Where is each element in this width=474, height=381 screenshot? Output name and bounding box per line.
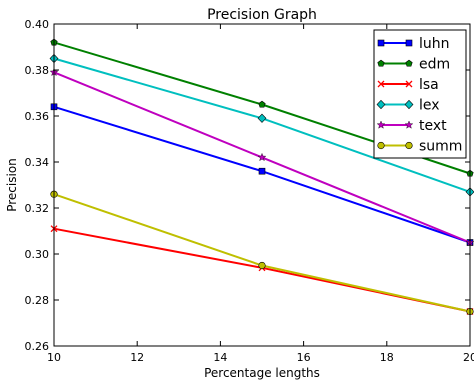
legend-label: luhn: [419, 36, 450, 52]
ticks-layer: 10 12 14 16 18 20 0.26 0.28 0.30 0.32 0.34 0.36 0.38…: [25, 18, 474, 364]
data-point-text: [257, 152, 267, 162]
legend-marker: [377, 39, 385, 47]
y-tick-label: 0.26: [25, 340, 50, 353]
y-tick-label: 0.36: [25, 110, 50, 123]
chart-title: Precision Graph: [207, 7, 317, 23]
y-axis-label: Precision: [5, 158, 19, 212]
x-tick-label: 20: [463, 351, 474, 364]
legend-entry-summ: summ: [377, 139, 462, 155]
legend-marker: [376, 120, 386, 129]
legend-entry-luhn: luhn: [377, 36, 450, 52]
legend-marker: [405, 80, 413, 88]
series-line-summ: [53, 193, 471, 313]
x-tick-label: 12: [130, 351, 144, 364]
legend-marker: [377, 80, 385, 88]
legend-label: summ: [419, 139, 462, 155]
plot-frame: [53, 23, 471, 347]
x-tick-label: 10: [47, 351, 61, 364]
y-tick-label: 0.34: [25, 156, 50, 169]
legend-entry-lsa: lsa: [377, 77, 439, 93]
legend-entry-text: text: [376, 118, 447, 134]
series-lsa: [50, 225, 474, 315]
legend-entry-edm: edm: [377, 57, 450, 73]
legend-marker: [377, 59, 385, 67]
x-tick-label: 16: [297, 351, 311, 364]
x-tick-label: 14: [213, 351, 227, 364]
series-summ: [50, 190, 474, 316]
y-tick-label: 0.38: [25, 64, 50, 77]
legend-marker: [405, 39, 413, 47]
data-point-luhn: [258, 167, 266, 175]
legend-label: text: [419, 118, 447, 134]
legend-label: lex: [419, 98, 440, 114]
legend-frame: [373, 29, 467, 159]
y-tick-label: 0.40: [25, 18, 50, 31]
x-tick-label: 18: [380, 351, 394, 364]
series-line-lsa: [53, 227, 471, 313]
y-tick-label: 0.28: [25, 294, 50, 307]
legend-marker: [405, 141, 413, 150]
legend-marker: [404, 99, 414, 110]
legend-marker: [404, 120, 414, 129]
data-point-lex: [257, 113, 267, 123]
legend-marker: [377, 141, 385, 150]
y-tick-label: 0.30: [25, 248, 50, 261]
legend-entry-lex: lex: [376, 98, 440, 114]
x-axis-label: Percentage lengths: [204, 366, 320, 380]
data-point-summ: [258, 261, 266, 270]
legend-label: edm: [419, 57, 450, 73]
legend-label: lsa: [419, 77, 439, 93]
legend-marker: [405, 59, 413, 67]
legend-marker: [376, 99, 386, 110]
y-tick-label: 0.32: [25, 202, 50, 215]
legend: luhn edm lsa lex text summ: [373, 29, 467, 159]
data-point-edm: [258, 100, 266, 108]
